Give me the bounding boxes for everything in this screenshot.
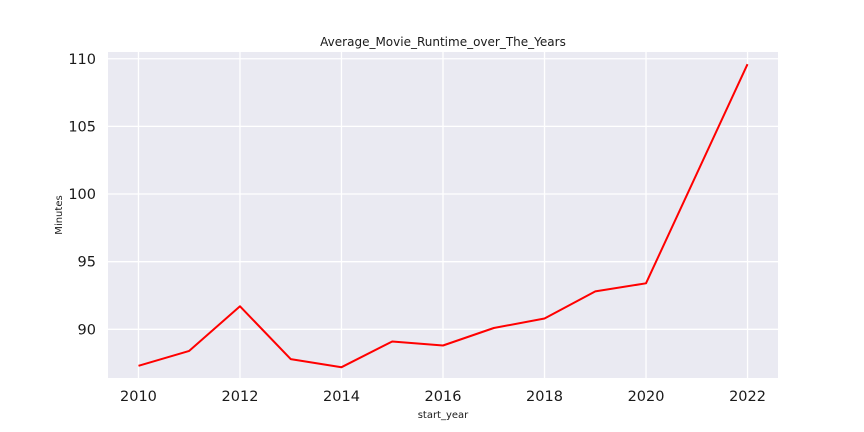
chart-title: Average_Movie_Runtime_over_The_Years <box>320 35 566 49</box>
y-tick-label: 105 <box>68 119 96 135</box>
x-tick-label: 2014 <box>323 389 360 405</box>
x-tick-labels: 2010 2012 2014 2016 2018 2020 2022 <box>120 389 766 405</box>
x-tick-label: 2022 <box>729 389 766 405</box>
y-tick-label: 100 <box>68 187 96 203</box>
x-axis-label: start_year <box>418 410 469 421</box>
y-tick-label: 95 <box>78 255 96 271</box>
grid-lines <box>108 52 778 378</box>
x-tick-label: 2012 <box>222 389 259 405</box>
x-tick-label: 2016 <box>425 389 462 405</box>
y-axis-label: Minutes <box>54 195 65 234</box>
y-tick-labels: 90 95 100 105 110 <box>68 52 96 339</box>
series-line <box>138 63 749 369</box>
y-tick-label: 90 <box>78 322 96 338</box>
y-tick-label: 110 <box>68 52 96 68</box>
x-tick-label: 2018 <box>526 389 563 405</box>
x-tick-label: 2020 <box>628 389 665 405</box>
series-layer <box>138 63 749 369</box>
x-tick-label: 2010 <box>120 389 157 405</box>
